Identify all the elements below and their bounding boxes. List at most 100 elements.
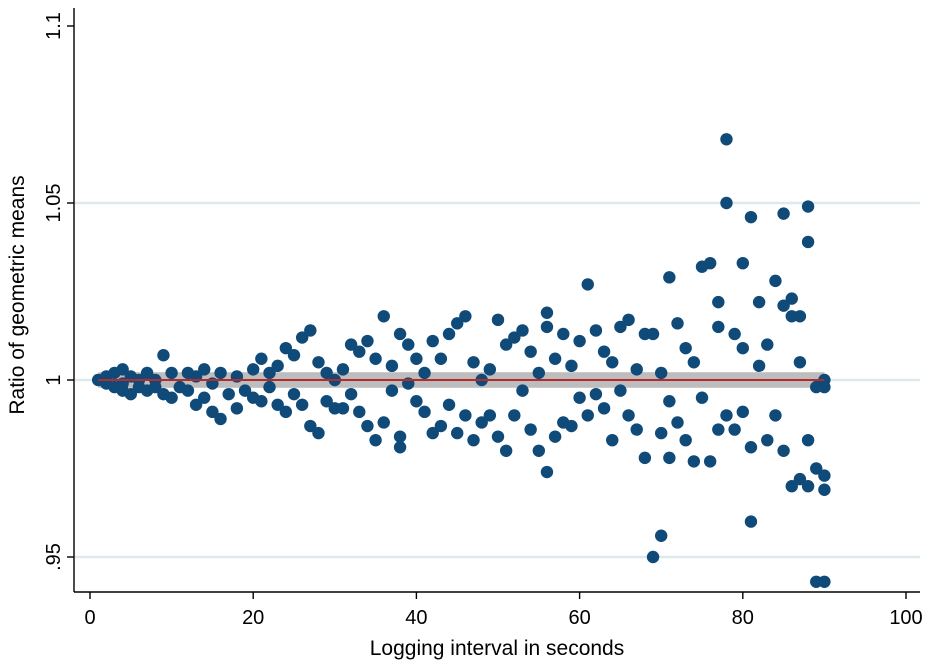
data-point xyxy=(818,469,831,482)
data-point xyxy=(565,359,578,373)
data-point xyxy=(810,462,823,475)
data-point xyxy=(344,387,358,401)
data-point xyxy=(801,235,815,249)
data-point xyxy=(442,327,456,341)
data-point xyxy=(255,395,268,408)
data-point xyxy=(589,387,603,401)
data-point xyxy=(663,395,676,408)
data-point xyxy=(801,480,815,493)
data-point xyxy=(597,402,611,415)
data-point xyxy=(279,341,293,355)
data-point xyxy=(295,398,309,411)
data-point xyxy=(206,405,219,419)
data-point xyxy=(744,515,758,528)
data-point xyxy=(769,409,782,422)
data-point xyxy=(687,455,701,468)
data-point xyxy=(663,271,676,284)
data-point xyxy=(410,352,423,365)
data-point xyxy=(573,334,586,348)
data-point xyxy=(214,366,227,380)
data-point xyxy=(385,359,399,373)
data-point xyxy=(467,356,480,369)
data-point xyxy=(630,363,643,376)
data-point xyxy=(434,352,448,365)
data-point xyxy=(818,575,831,588)
data-point xyxy=(736,256,749,270)
data-point xyxy=(818,380,831,394)
data-point xyxy=(703,256,717,270)
data-point xyxy=(630,423,643,436)
data-point xyxy=(483,363,497,376)
data-point xyxy=(679,341,692,355)
data-point xyxy=(516,324,529,337)
data-point xyxy=(124,387,137,401)
data-point xyxy=(393,430,407,443)
data-point xyxy=(597,345,611,358)
data-point xyxy=(516,384,529,397)
data-point xyxy=(336,402,350,415)
data-point xyxy=(614,320,627,334)
data-point xyxy=(646,550,660,564)
x-tick-label: 60 xyxy=(568,607,590,629)
data-point xyxy=(287,387,301,401)
y-tick-label: 1 xyxy=(43,374,65,385)
data-point xyxy=(377,416,390,429)
data-point xyxy=(769,274,782,288)
data-point xyxy=(165,366,178,380)
x-axis-title: Logging interval in seconds xyxy=(370,637,625,660)
data-point xyxy=(181,384,195,397)
data-point xyxy=(785,292,798,305)
data-point xyxy=(312,356,325,369)
y-tick-labels: .95 1 1.05 1.1 xyxy=(43,12,65,571)
x-tick-label: 100 xyxy=(889,607,922,629)
data-point xyxy=(785,480,798,493)
data-point xyxy=(410,395,423,408)
data-point xyxy=(198,391,211,404)
data-point xyxy=(736,341,749,355)
data-point xyxy=(426,426,439,440)
data-point xyxy=(548,430,562,443)
data-point xyxy=(622,409,635,422)
data-point xyxy=(671,416,684,429)
data-point xyxy=(451,426,464,440)
data-point xyxy=(189,398,203,411)
data-point xyxy=(646,327,660,341)
data-point xyxy=(557,327,570,341)
data-point xyxy=(712,423,725,436)
data-point xyxy=(214,412,227,426)
data-point xyxy=(165,391,178,404)
data-point xyxy=(679,433,692,447)
data-point xyxy=(532,444,545,457)
data-point xyxy=(491,430,505,443)
data-point xyxy=(499,444,513,457)
x-tick-label: 20 xyxy=(242,607,264,629)
data-point xyxy=(524,423,537,436)
data-point xyxy=(606,356,619,369)
data-point xyxy=(418,366,431,380)
data-point xyxy=(238,384,252,397)
data-point xyxy=(344,338,358,351)
data-point xyxy=(287,349,301,362)
data-point xyxy=(761,338,774,351)
data-point xyxy=(793,472,807,486)
data-point xyxy=(744,210,758,224)
data-point xyxy=(483,409,497,422)
data-point xyxy=(467,433,480,447)
data-point xyxy=(606,433,619,447)
data-point xyxy=(508,331,521,344)
data-point xyxy=(295,331,309,344)
x-tick-label: 40 xyxy=(405,607,427,629)
y-tick-label: .95 xyxy=(43,543,65,571)
data-point xyxy=(581,278,594,291)
data-point xyxy=(777,207,790,220)
y-tick-label: 1.1 xyxy=(43,12,65,40)
data-point xyxy=(540,320,554,334)
data-point xyxy=(459,409,472,422)
data-point xyxy=(320,366,333,380)
data-point xyxy=(271,359,284,373)
data-point xyxy=(720,409,733,422)
data-point xyxy=(418,405,431,419)
data-point xyxy=(777,444,790,457)
data-point xyxy=(581,409,594,422)
axes xyxy=(67,8,920,599)
